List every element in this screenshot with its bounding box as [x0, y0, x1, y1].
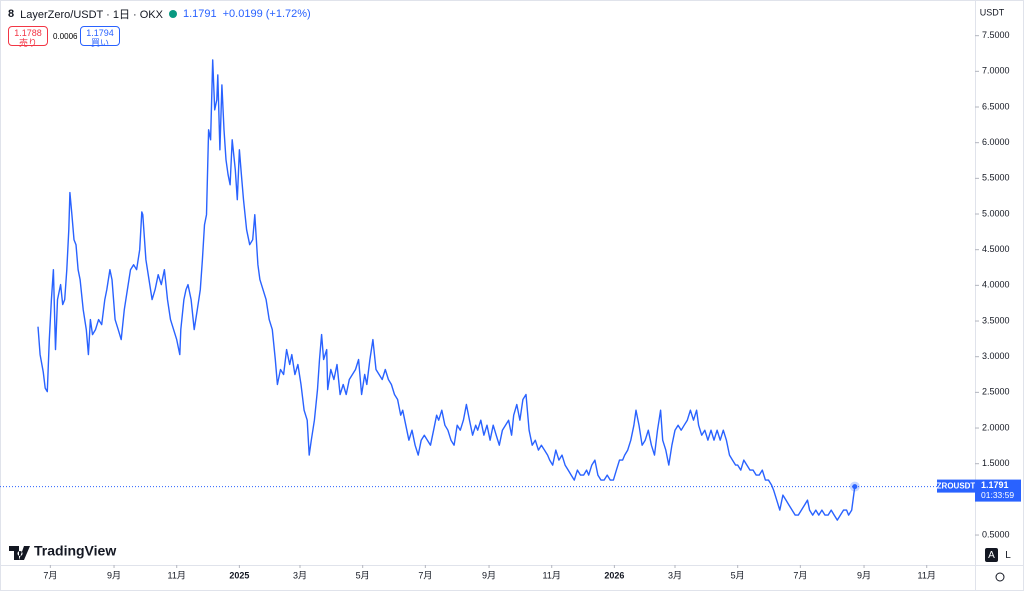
x-tick-label: 11月: [918, 570, 936, 580]
last-price: 1.1791: [182, 8, 217, 20]
y-tick-label: 0.5000: [982, 529, 1010, 539]
price-tag-countdown: 01:33:59: [981, 490, 1014, 500]
x-tick-label: 2026: [604, 570, 624, 580]
sell-label: 売り: [18, 38, 37, 48]
last-point: [852, 484, 858, 490]
buy-price: 1.1794: [86, 28, 114, 38]
y-tick-label: 3.5000: [982, 315, 1010, 325]
symbol[interactable]: LayerZero/USDT · 1日 · OKX: [20, 9, 163, 21]
y-tick-label: 6.5000: [982, 101, 1010, 111]
logo-text: TradingView: [34, 543, 116, 559]
x-tick-label: 5月: [356, 570, 370, 580]
sell-price: 1.1788: [14, 28, 42, 38]
y-tick-label: 2.0000: [982, 422, 1010, 432]
symbol-icon: 8: [8, 8, 15, 20]
status-dot: [168, 10, 177, 18]
x-tick-label: 7月: [418, 570, 432, 580]
x-tick-label: 7月: [793, 570, 807, 580]
x-tick-label: 9月: [482, 570, 496, 580]
ticker-tag: [937, 479, 975, 493]
spread: 0.0006: [53, 32, 78, 41]
x-tick-label: 11月: [168, 570, 186, 580]
auto-label[interactable]: A: [988, 550, 995, 561]
logo-icon: [9, 546, 30, 560]
x-tick-label: 9月: [857, 570, 871, 580]
header: 8 LayerZero/USDT · 1日 · OKX 1.1791 +0.01…: [8, 6, 311, 22]
y-tick-label: 1.5000: [982, 458, 1010, 468]
y-tick-label: 5.0000: [982, 208, 1010, 218]
sell-button[interactable]: 1.1788 売り: [8, 26, 48, 48]
ticker-tag-label: ZROUSDT: [937, 482, 976, 491]
y-tick-label: 5.5000: [982, 173, 1010, 183]
price-line: [37, 59, 856, 521]
y-tick-label: 7.5000: [982, 30, 1010, 40]
y-tick-label: 7.0000: [982, 66, 1010, 76]
y-tick-label: 4.0000: [982, 280, 1010, 290]
buy-label: 買い: [90, 38, 109, 48]
buy-button[interactable]: 1.1794 買い: [80, 26, 120, 48]
x-tick-label: 7月: [43, 570, 57, 580]
auto-button[interactable]: [985, 548, 998, 562]
x-tick-label: 11月: [543, 570, 561, 580]
log-label[interactable]: L: [1005, 550, 1011, 561]
y-tick-label: 6.0000: [982, 137, 1010, 147]
y-tick-label: 2.5000: [982, 387, 1010, 397]
currency[interactable]: USDT: [980, 7, 1005, 17]
price-tag: [975, 479, 1021, 502]
y-tick-label: 4.5000: [982, 244, 1010, 254]
price-change: +0.0199 (+1.72%): [222, 8, 311, 20]
settings-icon[interactable]: [995, 572, 1005, 582]
y-tick-label: 3.0000: [982, 351, 1010, 361]
x-tick-label: 3月: [293, 570, 307, 580]
x-tick-label: 3月: [668, 570, 682, 580]
x-tick-label: 5月: [731, 570, 745, 580]
x-tick-label: 9月: [107, 570, 121, 580]
x-tick-label: 2025: [229, 570, 249, 580]
logo[interactable]: TradingView: [9, 543, 116, 560]
price-tag-value: 1.1791: [981, 480, 1009, 490]
